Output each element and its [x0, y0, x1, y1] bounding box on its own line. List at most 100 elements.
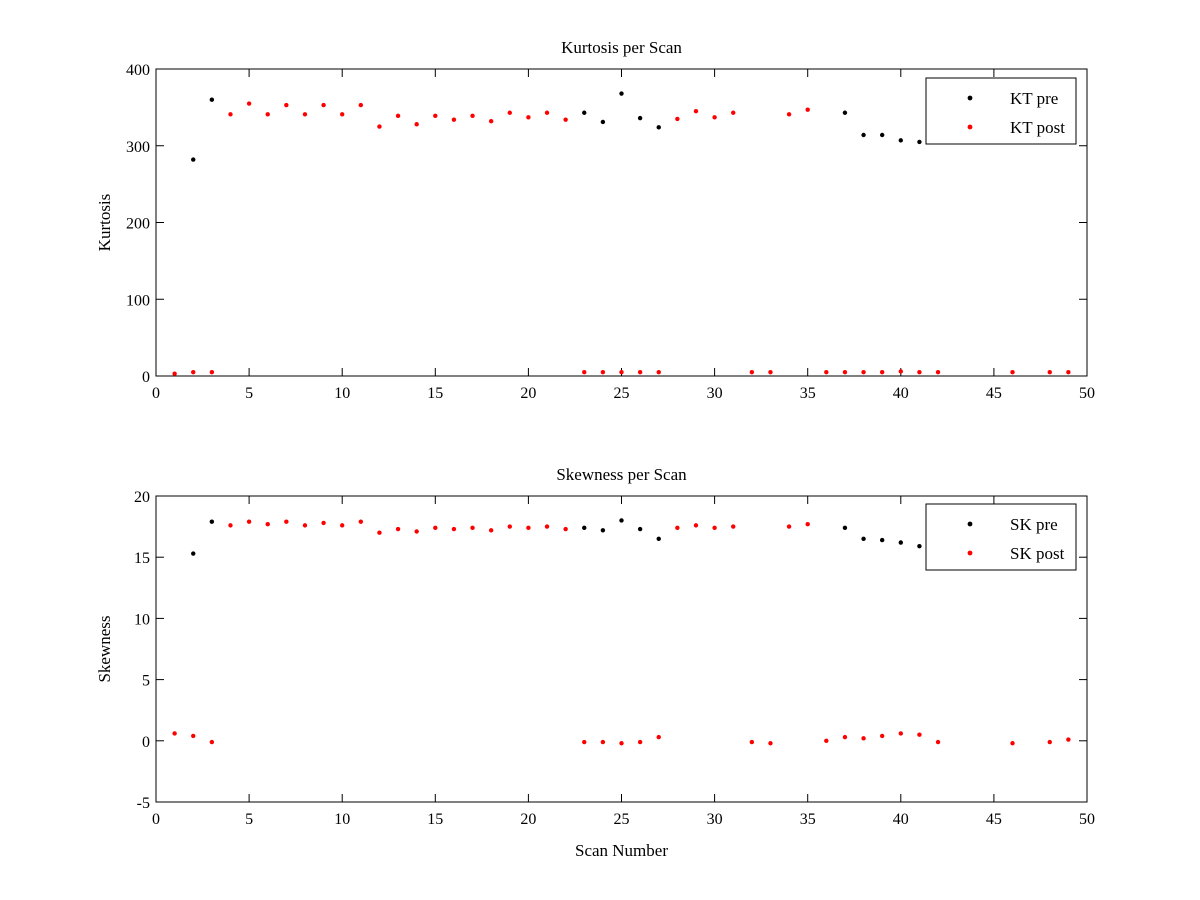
skewness-legend-marker	[967, 521, 973, 527]
skewness-data-point	[228, 523, 233, 528]
skewness-x-tick-label: 15	[427, 811, 443, 828]
kurtosis-data-point	[898, 138, 903, 143]
kurtosis-y-tick-label: 400	[126, 62, 150, 79]
skewness-data-point	[805, 521, 810, 527]
skewness-data-point	[563, 526, 568, 532]
kurtosis-data-point	[786, 112, 792, 117]
skewness-data-point	[693, 523, 699, 528]
kurtosis-data-point	[637, 115, 643, 121]
kurtosis-data-point	[712, 115, 717, 120]
skewness-data-point	[675, 525, 680, 531]
kurtosis-data-point	[265, 112, 270, 117]
kurtosis-x-tick-label: 20	[520, 385, 536, 402]
skewness-data-point	[879, 537, 885, 543]
skewness-x-tick-label: 5	[245, 811, 253, 828]
skewness-data-point	[898, 540, 903, 545]
kurtosis-data-point	[209, 369, 215, 375]
skewness-y-tick-label: 20	[134, 489, 150, 506]
kurtosis-data-point	[358, 102, 364, 108]
skewness-data-point	[656, 536, 661, 542]
kurtosis-data-point	[321, 102, 326, 108]
skewness-data-point	[1047, 739, 1052, 745]
kurtosis-data-point	[395, 113, 401, 119]
skewness-data-point	[544, 524, 550, 529]
kurtosis-x-tick-label: 0	[152, 385, 160, 402]
kurtosis-data-point	[302, 112, 308, 117]
skewness-x-axis-label: Scan Number	[575, 841, 668, 860]
skewness-data-point	[172, 731, 177, 736]
kurtosis-chart-title: Kurtosis per Scan	[561, 38, 682, 57]
skewness-chart-title: Skewness per Scan	[556, 465, 687, 484]
skewness-x-tick-label: 10	[334, 811, 350, 828]
skewness-legend: SK pre SK post	[925, 503, 1077, 571]
skewness-data-point	[842, 734, 848, 740]
skewness-data-point	[1066, 737, 1071, 742]
kurtosis-data-point	[209, 97, 215, 102]
kurtosis-data-point	[488, 118, 494, 124]
kurtosis-x-tick-label: 25	[614, 385, 630, 402]
kurtosis-x-tick-label: 5	[245, 385, 253, 402]
kurtosis-data-point	[340, 112, 345, 117]
skewness-data-point	[731, 524, 736, 529]
skewness-x-tick-label: 45	[986, 811, 1002, 828]
skewness-y-tick-label: -5	[137, 795, 150, 812]
kurtosis-legend-label: KT pre	[1010, 89, 1058, 108]
skewness-data-point	[861, 536, 866, 542]
kurtosis-data-point	[433, 113, 438, 119]
skewness-y-tick-label: 5	[142, 673, 150, 690]
skewness-data-point	[507, 524, 512, 529]
kurtosis-data-point	[1066, 369, 1071, 375]
skewness-y-tick-label: 0	[142, 734, 150, 751]
skewness-data-point	[656, 734, 661, 740]
skewness-x-tick-label: 25	[614, 811, 630, 828]
kurtosis-data-point	[451, 117, 457, 122]
skewness-series-0	[191, 518, 922, 556]
skewness-data-point	[824, 738, 829, 743]
kurtosis-data-point	[637, 369, 643, 375]
skewness-data-point	[451, 526, 457, 532]
kurtosis-y-tick-label: 300	[126, 139, 150, 156]
kurtosis-data-point	[805, 107, 810, 112]
skewness-data-point	[302, 523, 308, 528]
kurtosis-data-point	[917, 139, 922, 145]
skewness-data-point	[526, 525, 531, 531]
skewness-data-point	[191, 733, 196, 739]
kurtosis-data-point	[246, 101, 252, 106]
skewness-data-point	[377, 530, 382, 535]
skewness-data-point	[637, 526, 643, 532]
skewness-data-point	[284, 519, 289, 524]
kurtosis-data-point	[191, 157, 196, 162]
kurtosis-data-point	[284, 102, 289, 108]
skewness-data-point	[191, 551, 196, 556]
kurtosis-x-tick-label: 10	[334, 385, 350, 402]
kurtosis-data-point	[228, 112, 233, 117]
skewness-data-point	[637, 739, 643, 745]
skewness-data-point	[1010, 741, 1015, 746]
skewness-data-point	[340, 523, 345, 528]
kurtosis-data-point	[675, 116, 680, 122]
skewness-y-tick-label: 10	[134, 611, 150, 628]
skewness-data-point	[395, 526, 401, 532]
skewness-data-point	[898, 731, 903, 736]
kurtosis-data-point	[768, 369, 773, 375]
kurtosis-data-point	[749, 369, 755, 375]
skewness-data-point	[861, 736, 866, 741]
kurtosis-legend: KT pre KT post	[925, 77, 1077, 145]
kurtosis-data-point	[172, 371, 177, 376]
skewness-legend-marker	[967, 550, 973, 556]
kurtosis-x-tick-label: 35	[800, 385, 816, 402]
skewness-data-point	[582, 739, 587, 745]
skewness-legend-label: SK post	[1010, 544, 1065, 563]
kurtosis-data-point	[600, 369, 606, 375]
kurtosis-data-point	[544, 110, 550, 115]
skewness-data-point	[265, 521, 270, 527]
kurtosis-data-point	[377, 124, 382, 129]
skewness-data-point	[414, 529, 419, 534]
kurtosis-data-point	[898, 369, 903, 374]
kurtosis-data-point	[619, 369, 624, 375]
kurtosis-x-tick-label: 50	[1079, 385, 1095, 402]
skewness-x-tick-label: 35	[800, 811, 816, 828]
skewness-data-point	[358, 519, 364, 524]
skewness-y-tick-label: 15	[134, 550, 150, 567]
